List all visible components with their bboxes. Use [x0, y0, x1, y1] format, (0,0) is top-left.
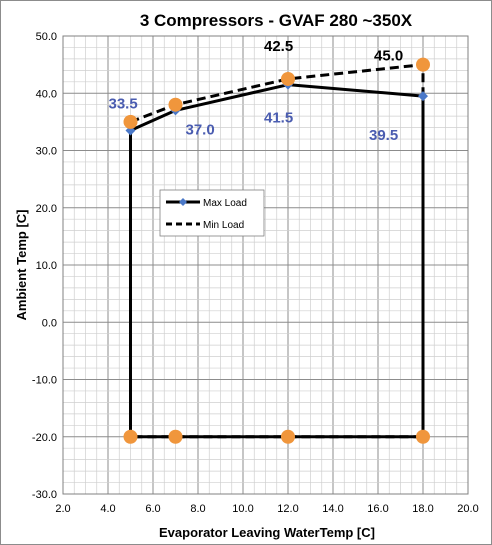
- legend-min-load-label: Min Load: [203, 220, 244, 231]
- x-tick-label: 18.0: [412, 503, 433, 515]
- y-tick-label: 0.0: [42, 317, 57, 329]
- min-load-point: [168, 429, 183, 444]
- y-axis-label: Ambient Temp [C]: [14, 210, 29, 321]
- min-load-point: [123, 114, 138, 129]
- min-load-point: [416, 429, 430, 444]
- x-tick-label: 6.0: [145, 503, 160, 515]
- plot-area: [62, 35, 469, 495]
- x-axis-label: Evaporator Leaving WaterTemp [C]: [159, 525, 375, 540]
- y-tick-label: 30.0: [36, 146, 57, 158]
- min-load-point: [416, 57, 430, 72]
- y-axis-ticks: -30.0 -20.0 -10.0 0.0 10.0 20.0 30.0 40.0 50.0: [32, 31, 57, 501]
- data-label: 39.5: [369, 127, 398, 144]
- legend-max-load-label: Max Load: [203, 198, 247, 209]
- legend-box: [159, 189, 265, 237]
- annotation-layer: 33.5 37.0 41.5 39.5 42.5 45.0: [109, 38, 404, 144]
- max-load-point: [418, 91, 428, 102]
- series-min-load-line: [129, 63, 425, 439]
- min-load-point: [281, 71, 295, 86]
- x-tick-label: 12.0: [277, 503, 298, 515]
- y-tick-label: 20.0: [36, 203, 57, 215]
- data-label: 42.5: [264, 38, 293, 55]
- chart-title: 3 Compressors - GVAF 280 ~350X: [140, 11, 413, 30]
- x-tick-label: 2.0: [55, 503, 70, 515]
- y-tick-label: 10.0: [36, 260, 57, 272]
- min-load-point: [281, 429, 295, 444]
- y-tick-label: 50.0: [36, 31, 57, 43]
- y-tick-label: -30.0: [32, 489, 57, 501]
- data-label: 45.0: [374, 48, 403, 65]
- x-axis-ticks: 2.0 4.0 6.0 8.0 10.0 12.0 14.0 16.0 18.0 20.0: [55, 503, 478, 515]
- legend: Max Load Min Load: [159, 189, 265, 237]
- x-tick-label: 4.0: [100, 503, 115, 515]
- min-load-point: [168, 97, 183, 112]
- x-tick-label: 8.0: [190, 503, 205, 515]
- marker-layer: [123, 57, 430, 444]
- data-label: 37.0: [186, 121, 215, 138]
- x-tick-label: 16.0: [367, 503, 388, 515]
- x-tick-label: 10.0: [232, 503, 253, 515]
- y-tick-label: -10.0: [32, 375, 57, 387]
- x-tick-label: 20.0: [457, 503, 478, 515]
- x-tick-label: 14.0: [322, 503, 343, 515]
- min-load-point: [123, 429, 138, 444]
- legend-max-load-marker: [179, 198, 187, 206]
- data-label: 33.5: [109, 95, 138, 112]
- data-label: 41.5: [264, 110, 293, 127]
- y-tick-label: -20.0: [32, 432, 57, 444]
- y-tick-label: 40.0: [36, 88, 57, 100]
